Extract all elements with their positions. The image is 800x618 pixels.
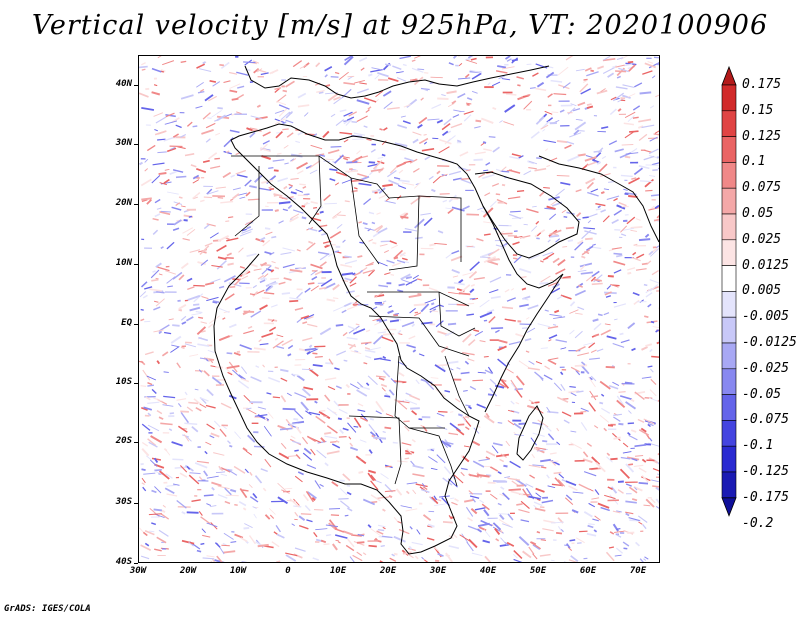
colorbar-label: 0.075 bbox=[742, 180, 782, 196]
colorbar-swatch bbox=[721, 368, 737, 395]
colorbar-label: 0.175 bbox=[742, 77, 782, 92]
lat-tick bbox=[134, 324, 138, 325]
colorbar-swatch bbox=[721, 445, 737, 473]
lat-tick bbox=[134, 563, 138, 564]
lon-label-30e: 30E bbox=[429, 566, 447, 576]
colorbar-swatch bbox=[721, 213, 737, 241]
colorbar-label: 0.125 bbox=[742, 128, 782, 144]
colorbar-swatch bbox=[721, 420, 737, 447]
lon-label-50e: 50E bbox=[529, 566, 547, 576]
lat-tick bbox=[134, 264, 138, 265]
colorbar-label: 0.005 bbox=[742, 283, 782, 299]
colorbar-swatch bbox=[721, 394, 737, 421]
lat-label-10n: 10N bbox=[115, 258, 132, 268]
colorbar-label: 0.15 bbox=[742, 102, 774, 118]
lon-label-20e: 20E bbox=[379, 566, 397, 576]
footer-credit: GrADS: IGES/COLA bbox=[4, 604, 91, 614]
lon-label-60e: 60E bbox=[579, 566, 597, 576]
colorbar-swatch bbox=[721, 342, 737, 370]
lat-tick bbox=[134, 442, 138, 443]
europe-coastline bbox=[244, 65, 550, 99]
colorbar-label: -0.05 bbox=[742, 386, 782, 402]
colorbar-swatch bbox=[721, 162, 737, 189]
colorbar-swatch bbox=[721, 291, 737, 318]
colorbar-label: -0.075 bbox=[742, 412, 789, 428]
asia-coastline bbox=[538, 155, 659, 243]
colorbar-swatch bbox=[721, 265, 737, 292]
colorbar-min-arrow bbox=[721, 497, 737, 517]
colorbar-label: -0.125 bbox=[742, 464, 789, 479]
lat-label-20s: 20S bbox=[115, 436, 132, 446]
colorbar-label: -0.0125 bbox=[742, 335, 797, 350]
country-borders bbox=[231, 155, 476, 487]
arabia-coastline bbox=[474, 171, 580, 259]
lat-tick bbox=[134, 144, 138, 145]
colorbar-swatch bbox=[721, 239, 737, 266]
colorbar-swatch bbox=[721, 187, 737, 215]
lon-label-20w: 20W bbox=[179, 566, 197, 576]
colorbar-swatch bbox=[721, 316, 737, 344]
colorbar-max-arrow bbox=[721, 65, 737, 86]
colorbar-swatch bbox=[721, 84, 737, 112]
lat-label-20n: 20N bbox=[115, 198, 132, 208]
chart-title: Vertical velocity [m/s] at 925hPa, VT: 2… bbox=[31, 10, 769, 41]
colorbar-swatch bbox=[721, 110, 737, 137]
lat-tick bbox=[134, 204, 138, 205]
africa-coastline bbox=[213, 123, 564, 555]
lon-label-70e: 70E bbox=[629, 566, 647, 576]
colorbar-label: -0.2 bbox=[742, 515, 774, 531]
lat-label-40s: 40S bbox=[115, 557, 132, 567]
lat-label-eq: EQ bbox=[121, 318, 132, 328]
colorbar-label: -0.025 bbox=[742, 360, 789, 376]
lat-label-30s: 30S bbox=[115, 497, 132, 507]
lat-label-30n: 30N bbox=[115, 138, 132, 148]
colorbar-label: -0.005 bbox=[742, 309, 789, 325]
vertical-velocity-field bbox=[139, 56, 659, 562]
map-panel bbox=[138, 55, 660, 563]
colorbar-label: 0.025 bbox=[742, 231, 782, 247]
lat-tick bbox=[134, 503, 138, 504]
colorbar-graphic bbox=[721, 65, 737, 517]
colorbar-swatch bbox=[721, 471, 737, 499]
lon-label-10e: 10E bbox=[329, 566, 347, 576]
lon-label-10w: 10W bbox=[229, 566, 247, 576]
colorbar-label: -0.1 bbox=[742, 438, 774, 454]
lat-label-40n: 40N bbox=[115, 79, 132, 89]
colorbar-label: 0.1 bbox=[742, 154, 766, 170]
lat-tick bbox=[134, 85, 138, 86]
colorbar-label: 0.05 bbox=[742, 206, 774, 221]
lat-tick bbox=[134, 383, 138, 384]
colorbar-label: 0.0125 bbox=[742, 257, 789, 273]
lon-label-40e: 40E bbox=[479, 566, 497, 576]
lon-label-0: 0 bbox=[285, 566, 291, 576]
lat-label-10s: 10S bbox=[115, 377, 132, 387]
colorbar-label: -0.175 bbox=[742, 489, 789, 505]
lon-label-30w: 30W bbox=[129, 566, 147, 576]
madagascar-coastline bbox=[516, 405, 544, 461]
colorbar-swatch bbox=[721, 136, 737, 163]
